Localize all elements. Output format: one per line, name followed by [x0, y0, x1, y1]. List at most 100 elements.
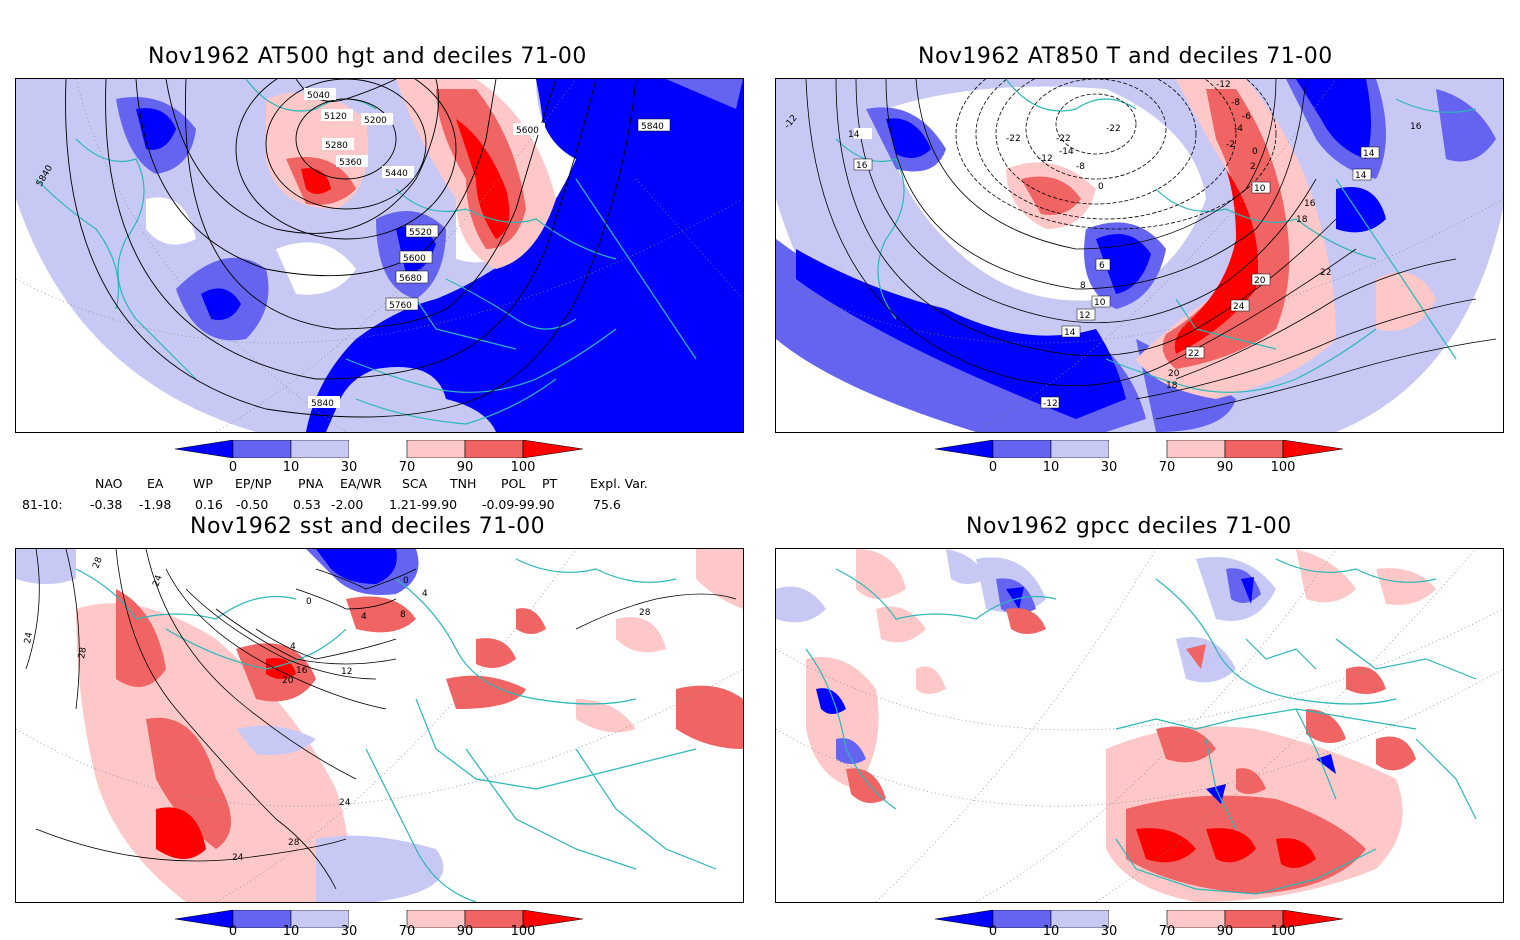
colorbar-tick: 100 [510, 924, 536, 939]
index-header: EP/NP [235, 476, 272, 491]
teleconnection-header-row: NAO EA WP EP/NP PNA EA/WR SCA TNH POL PT… [0, 476, 700, 492]
contour-label: 8 [400, 610, 406, 620]
colorbar-tick: 70 [1158, 924, 1176, 939]
colorbar-tick: 90 [456, 924, 474, 939]
contour-label: 5280 [325, 141, 348, 151]
colorbar-tick: 0 [988, 924, 998, 939]
contour-label: 12 [1079, 311, 1090, 321]
contour-label: 6 [1099, 261, 1105, 271]
index-value: -0.50 [236, 497, 269, 512]
colorbar-sst: 0 10 30 70 90 100 [174, 909, 585, 940]
colorbar-tick: 100 [1270, 460, 1296, 475]
colorbar-tick: 0 [228, 924, 238, 939]
colorbar-tick: 70 [1158, 460, 1176, 475]
contour-label: 16 [1410, 122, 1422, 132]
index-value: -1.98 [139, 497, 172, 512]
contour-label: 5600 [403, 254, 426, 264]
index-header: POL [501, 476, 526, 491]
colorbar-tick: 100 [1270, 924, 1296, 939]
contour-label: 0 [403, 576, 409, 586]
contour-label: -8 [1076, 162, 1085, 172]
contour-label: 5440 [385, 169, 408, 179]
contour-label: 5840 [311, 399, 334, 409]
contour-label: 2 [1250, 162, 1256, 172]
contour-label: 4 [361, 612, 367, 622]
contour-label: 24 [339, 798, 351, 808]
contour-label: 10 [1094, 298, 1106, 308]
index-header: PNA [298, 476, 324, 491]
index-header: NAO [95, 476, 123, 491]
contour-label: -22 [1106, 124, 1121, 134]
index-value: 0.16 [195, 497, 223, 512]
contour-label: 5600 [516, 126, 539, 136]
contour-label: 4 [290, 642, 296, 652]
map-panel-hgt500: 5040 5120 5200 5280 5360 5440 5520 5600 … [15, 78, 744, 433]
colorbar-tick: 100 [510, 460, 536, 475]
contour-label: 28 [288, 838, 300, 848]
contour-label: 14 [1064, 328, 1076, 338]
colorbar-tick: 30 [340, 924, 358, 939]
index-value: -2.00 [331, 497, 364, 512]
colorbar-tick: 10 [1042, 924, 1060, 939]
contour-label: -22 [1056, 134, 1071, 144]
colorbar-tick: 10 [1042, 460, 1060, 475]
contour-label: 16 [1304, 199, 1316, 209]
index-value: -0.38 [90, 497, 123, 512]
index-header: PT [542, 476, 558, 491]
panel-title-t850: Nov1962 AT850 T and deciles 71-00 [918, 44, 1333, 69]
colorbar-tick: 0 [988, 460, 998, 475]
index-header: EA [147, 476, 164, 491]
contour-label: 5040 [307, 91, 330, 101]
contour-label: 22 [1320, 268, 1331, 278]
index-value: -0.09-99.90 [482, 497, 555, 512]
contour-label: 18 [1166, 381, 1178, 391]
contour-label: 5120 [324, 112, 347, 122]
contour-label: 24 [1233, 302, 1245, 312]
contour-label: -22 [1006, 134, 1021, 144]
contour-label: 24 [151, 574, 164, 588]
contour-label: 5200 [364, 116, 387, 126]
contour-label: 18 [1296, 215, 1308, 225]
contour-label: 24 [232, 853, 244, 863]
contour-label: 20 [1254, 276, 1266, 286]
colorbar-swatches [934, 909, 1344, 929]
colorbar-tick: 30 [1100, 924, 1118, 939]
contour-label: -6 [1242, 112, 1251, 122]
map-panel-gpcc [775, 548, 1504, 903]
colorbar-tick: 0 [228, 460, 238, 475]
contour-label: 24 [23, 631, 35, 644]
teleconnection-value-row: 81-10: -0.38 -1.98 0.16 -0.50 0.53 -2.00… [0, 497, 700, 513]
contour-label: 28 [77, 646, 89, 659]
colorbar-tick: 30 [340, 460, 358, 475]
colorbar-hgt500: 0 10 30 70 90 100 [174, 439, 585, 480]
contour-label: 5360 [339, 158, 362, 168]
map-panel-t850: -22 -22 -22 -12 -14 -8 -12 -8 -6 -4 -2 0… [775, 78, 1504, 433]
colorbar-tick: 70 [398, 460, 416, 475]
panel-title-gpcc: Nov1962 gpcc deciles 71-00 [966, 514, 1292, 539]
contour-label: 14 [1355, 171, 1367, 181]
contour-label: 5760 [389, 301, 412, 311]
panel-title-hgt500: Nov1962 AT500 hgt and deciles 71-00 [148, 44, 587, 69]
contour-label: -4 [1234, 124, 1243, 134]
contour-label: -12 [1216, 80, 1231, 90]
index-value: 75.6 [593, 497, 621, 512]
contour-label: 12 [341, 667, 352, 677]
panel-title-sst: Nov1962 sst and deciles 71-00 [190, 514, 546, 539]
contour-label: 22 [1188, 349, 1199, 359]
colorbar-gpcc: 0 10 30 70 90 100 [934, 909, 1345, 940]
contour-label: 5520 [409, 228, 432, 238]
contour-label: -12 [1038, 154, 1053, 164]
contour-label: 5680 [399, 274, 422, 284]
contour-label: 4 [422, 589, 428, 599]
map-panel-sst: 0 0 4 8 4 12 16 20 24 28 24 28 4 24 28 2… [15, 548, 744, 903]
index-value: 0.53 [293, 497, 321, 512]
index-header: Expl. Var. [590, 476, 648, 491]
contour-label: 10 [1254, 184, 1266, 194]
colorbar-swatches [174, 909, 584, 929]
contour-label: 16 [856, 161, 868, 171]
colorbar-tick: 70 [398, 924, 416, 939]
contour-label: 28 [639, 608, 651, 618]
index-value: 1.21-99.90 [389, 497, 458, 512]
colorbar-swatches [934, 439, 1344, 459]
colorbar-tick: 10 [282, 924, 300, 939]
